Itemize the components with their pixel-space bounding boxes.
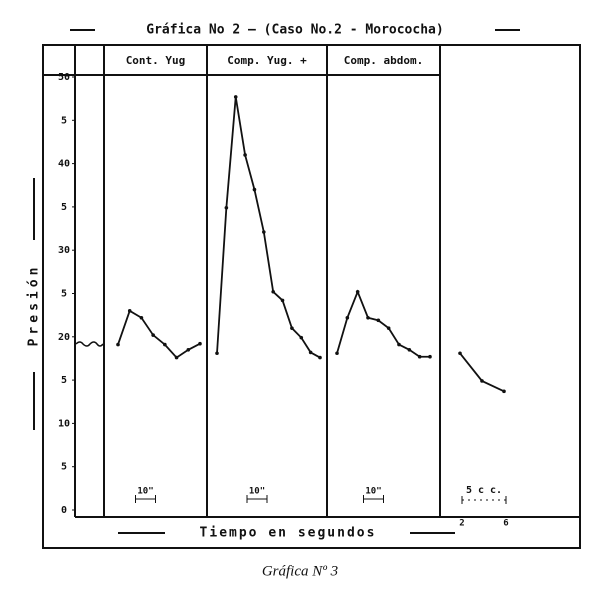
data-point bbox=[417, 354, 422, 359]
y-tick-label: 5 bbox=[61, 289, 67, 300]
data-point bbox=[407, 347, 412, 352]
data-point bbox=[308, 350, 313, 355]
scale-label: 10" bbox=[137, 487, 153, 497]
series-line bbox=[459, 352, 505, 393]
y-tick-label: 5 bbox=[61, 375, 67, 386]
data-point bbox=[376, 318, 381, 323]
data-point bbox=[262, 230, 266, 234]
squiggle bbox=[75, 341, 104, 347]
data-point bbox=[127, 309, 132, 313]
data-point bbox=[116, 342, 120, 347]
y-tick-label: 30 bbox=[58, 245, 70, 256]
data-point bbox=[355, 289, 360, 294]
data-point bbox=[366, 315, 370, 320]
data-point bbox=[198, 341, 202, 346]
data-point bbox=[151, 333, 155, 337]
x-axis-label: Tiempo en segundos bbox=[200, 526, 377, 541]
data-point bbox=[345, 315, 350, 320]
data-point bbox=[397, 342, 401, 347]
data-point bbox=[215, 351, 219, 356]
y-tick-label: 5 bbox=[61, 115, 67, 126]
scale-tick: 6 bbox=[503, 519, 508, 529]
chart-title: Gráfica No 2 — (Caso No.2 - Morococha) bbox=[146, 23, 443, 38]
data-point bbox=[233, 95, 238, 99]
y-axis-label: Presión bbox=[27, 264, 42, 347]
scale-label: 5 c c. bbox=[466, 485, 502, 496]
data-point bbox=[163, 342, 167, 347]
data-point bbox=[252, 187, 257, 192]
y-tick-label: 20 bbox=[58, 332, 70, 343]
data-point bbox=[174, 355, 179, 360]
frame bbox=[42, 44, 581, 549]
data-point bbox=[502, 389, 506, 394]
panel-label: Comp. Yug. + bbox=[227, 54, 307, 67]
scale-label: 10" bbox=[365, 487, 381, 497]
y-tick-label: 5 bbox=[61, 202, 67, 213]
data-point bbox=[318, 355, 322, 360]
y-tick-label: 40 bbox=[58, 159, 70, 170]
data-point bbox=[243, 153, 247, 157]
data-point bbox=[458, 351, 462, 356]
data-point bbox=[139, 315, 144, 320]
y-tick-label: 0 bbox=[61, 505, 67, 516]
data-point bbox=[186, 347, 191, 352]
y-tick-label: 10 bbox=[58, 418, 70, 429]
data-point bbox=[290, 326, 294, 330]
panel-label: Comp. abdom. bbox=[344, 54, 423, 67]
y-tick-label: 5 bbox=[61, 462, 67, 473]
caption: Gráfica Nº 3 bbox=[262, 563, 338, 579]
scale-tick: 2 bbox=[459, 519, 464, 529]
data-point bbox=[428, 354, 432, 359]
series-line bbox=[117, 309, 201, 359]
data-point bbox=[480, 379, 484, 383]
data-point bbox=[224, 205, 229, 210]
data-point bbox=[386, 326, 391, 330]
data-point bbox=[299, 335, 304, 340]
data-point bbox=[335, 351, 339, 356]
y-tick-label: 50 bbox=[58, 72, 70, 83]
data-point bbox=[271, 289, 275, 294]
data-point bbox=[280, 298, 285, 303]
series-line bbox=[336, 289, 430, 358]
scale-label: 10" bbox=[249, 487, 265, 497]
panel-label: Cont. Yug bbox=[126, 54, 186, 67]
series-line bbox=[216, 96, 321, 359]
